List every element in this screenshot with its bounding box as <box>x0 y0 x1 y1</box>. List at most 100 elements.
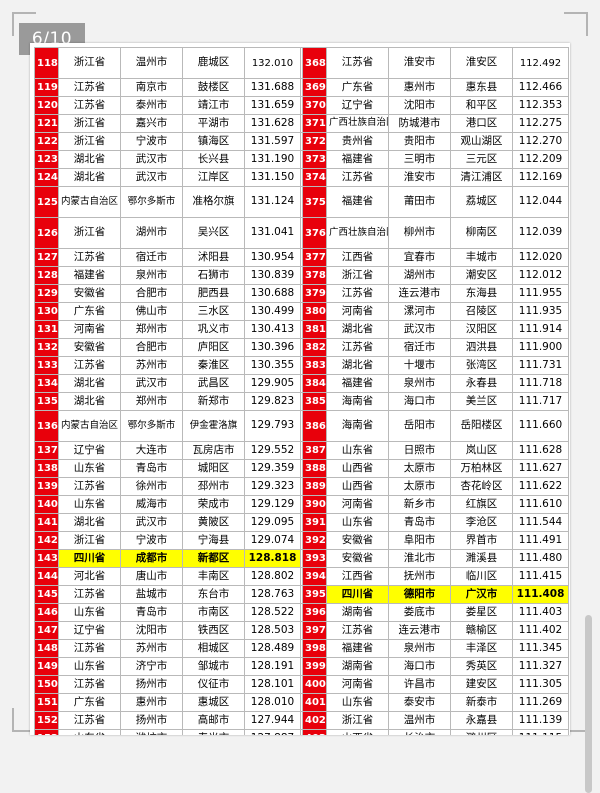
province-cell: 山西省 <box>326 459 389 478</box>
district-cell: 丰泽区 <box>450 639 513 658</box>
district-cell: 张湾区 <box>450 356 513 375</box>
value-cell: 131.124 <box>244 186 301 218</box>
province-cell: 广东省 <box>326 78 389 97</box>
rank-cell: 371 <box>302 114 327 133</box>
value-cell: 111.305 <box>512 675 569 694</box>
province-cell: 浙江省 <box>58 217 121 249</box>
table-row: 150 江苏省 扬州市 仪征市 128.101 400 河南省 许昌市 建安区 111.305 <box>34 675 569 694</box>
value-cell: 131.190 <box>244 150 301 169</box>
district-cell: 肥西县 <box>182 284 245 303</box>
district-cell: 召陵区 <box>450 302 513 321</box>
province-cell: 福建省 <box>326 639 389 658</box>
rank-cell: 136 <box>34 410 59 442</box>
province-cell: 江西省 <box>326 248 389 267</box>
city-cell: 泰安市 <box>388 693 451 712</box>
city-cell: 淮北市 <box>388 549 451 568</box>
value-cell: 129.323 <box>244 477 301 496</box>
rank-cell: 147 <box>34 621 59 640</box>
rank-cell: 376 <box>302 217 327 249</box>
scrollbar-thumb[interactable] <box>585 615 592 793</box>
city-cell: 合肥市 <box>120 338 183 357</box>
province-cell: 湖北省 <box>58 374 121 393</box>
value-cell: 112.466 <box>512 78 569 97</box>
city-cell: 扬州市 <box>120 711 183 730</box>
value-cell: 111.935 <box>512 302 569 321</box>
city-cell: 鄂尔多斯市 <box>120 186 183 218</box>
city-cell: 青岛市 <box>388 513 451 532</box>
value-cell: 112.039 <box>512 217 569 249</box>
rank-cell: 400 <box>302 675 327 694</box>
district-cell: 平湖市 <box>182 114 245 133</box>
crop-mark-top-left <box>12 12 36 36</box>
rank-cell: 127 <box>34 248 59 267</box>
district-cell: 武昌区 <box>182 374 245 393</box>
district-cell: 三水区 <box>182 302 245 321</box>
vertical-scrollbar[interactable] <box>585 60 596 793</box>
province-cell: 江苏省 <box>58 78 121 97</box>
table-row: 137 辽宁省 大连市 瓦房店市 129.552 387 山东省 日照市 岚山区 111.628 <box>34 441 569 460</box>
rank-cell: 141 <box>34 513 59 532</box>
district-cell: 寿光市 <box>182 729 245 735</box>
province-cell: 河南省 <box>326 495 389 514</box>
rank-cell: 128 <box>34 266 59 285</box>
district-cell: 三元区 <box>450 150 513 169</box>
table-row: 126浙江省湖州市吴兴区131.041376广西壮族自治区柳州市柳南区112.0… <box>34 217 569 249</box>
city-cell: 武汉市 <box>388 320 451 339</box>
rank-cell: 386 <box>302 410 327 442</box>
value-cell: 130.413 <box>244 320 301 339</box>
rank-cell: 370 <box>302 96 327 115</box>
province-cell: 浙江省 <box>326 711 389 730</box>
city-cell: 湖州市 <box>120 217 183 249</box>
city-cell: 青岛市 <box>120 459 183 478</box>
district-cell: 铁西区 <box>182 621 245 640</box>
district-cell: 潮安区 <box>450 266 513 285</box>
province-cell: 浙江省 <box>58 531 121 550</box>
rank-cell: 373 <box>302 150 327 169</box>
province-cell: 江西省 <box>326 567 389 586</box>
rank-cell: 130 <box>34 302 59 321</box>
value-cell: 129.129 <box>244 495 301 514</box>
city-cell: 盐城市 <box>120 585 183 604</box>
rank-cell: 140 <box>34 495 59 514</box>
district-cell: 万柏林区 <box>450 459 513 478</box>
district-cell: 江岸区 <box>182 168 245 187</box>
rank-cell: 398 <box>302 639 327 658</box>
value-cell: 111.622 <box>512 477 569 496</box>
rank-cell: 402 <box>302 711 327 730</box>
rank-cell: 118 <box>34 47 59 79</box>
value-cell: 129.823 <box>244 392 301 411</box>
district-cell: 娄星区 <box>450 603 513 622</box>
district-cell: 新泰市 <box>450 693 513 712</box>
value-cell: 111.610 <box>512 495 569 514</box>
district-cell: 建安区 <box>450 675 513 694</box>
province-cell: 安徽省 <box>326 531 389 550</box>
table-row: 121浙江省嘉兴市平湖市131.628371广西壮族自治区防城港市港口区112.… <box>34 114 569 133</box>
city-cell: 武汉市 <box>120 150 183 169</box>
province-cell: 四川省 <box>58 549 121 568</box>
rank-cell: 119 <box>34 78 59 97</box>
province-cell: 广西壮族自治区 <box>326 114 389 133</box>
value-cell: 111.544 <box>512 513 569 532</box>
city-cell: 郑州市 <box>120 392 183 411</box>
rank-cell: 391 <box>302 513 327 532</box>
district-cell: 准格尔旗 <box>182 186 245 218</box>
province-cell: 福建省 <box>58 266 121 285</box>
city-cell: 宿迁市 <box>388 338 451 357</box>
district-cell: 沭阳县 <box>182 248 245 267</box>
value-cell: 111.731 <box>512 356 569 375</box>
table-row: 142 浙江省 宁波市 宁海县 129.074 392 安徽省 阜阳市 界首市 111.491 <box>34 531 569 550</box>
rank-cell: 151 <box>34 693 59 712</box>
district-cell: 广汉市 <box>450 585 513 604</box>
value-cell: 127.944 <box>244 711 301 730</box>
value-cell: 112.353 <box>512 96 569 115</box>
rank-cell: 387 <box>302 441 327 460</box>
province-cell: 辽宁省 <box>58 621 121 640</box>
value-cell: 128.802 <box>244 567 301 586</box>
value-cell: 111.139 <box>512 711 569 730</box>
city-cell: 济宁市 <box>120 657 183 676</box>
rank-cell: 374 <box>302 168 327 187</box>
city-cell: 太原市 <box>388 477 451 496</box>
district-cell: 庐阳区 <box>182 338 245 357</box>
table-row: 147 辽宁省 沈阳市 铁西区 128.503 397 江苏省 连云港市 赣榆区 111.402 <box>34 621 569 640</box>
district-cell: 杏花岭区 <box>450 477 513 496</box>
